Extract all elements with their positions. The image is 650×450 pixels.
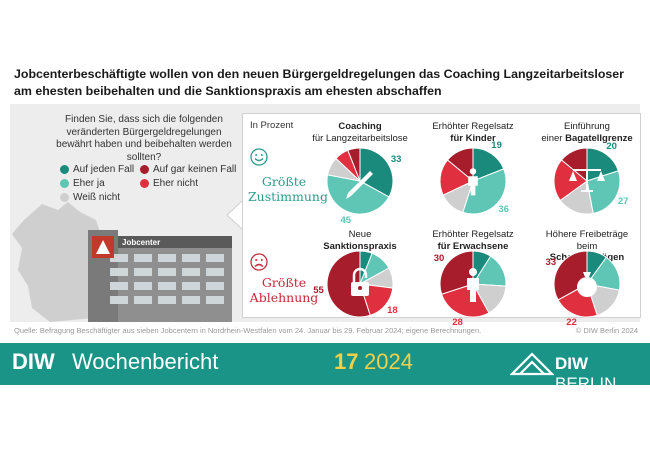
pie-title-fuer-kinder: Erhöhter Regelsatz für Kinder — [425, 121, 521, 144]
legend-label: Eher nicht — [153, 178, 199, 189]
legend-swatch — [140, 179, 149, 188]
legend-label: Auf gar keinen Fall — [153, 164, 237, 175]
legend-label: Eher ja — [73, 178, 105, 189]
diw-logo-text: DIW BERLIN — [555, 354, 650, 394]
pie-slice-auf-jeden-fall — [472, 147, 505, 182]
unit-label: In Prozent — [250, 120, 294, 131]
germany-map-icon — [12, 202, 106, 322]
legend-item-eher-nicht: Eher nicht — [140, 178, 198, 189]
pie-slice-eher-nicht — [440, 283, 490, 318]
pie-value-label: 20 — [606, 141, 617, 153]
pie-slice-auf-gar-keinen-fall — [446, 147, 474, 183]
group-label-zustimmung: Größte Zustimmung — [248, 174, 328, 204]
frowning-face-icon — [250, 253, 268, 271]
pie-chart-fuer-erwachsene — [439, 250, 507, 318]
banner-issue: 17 — [334, 349, 359, 374]
jobcenter-building-icon — [88, 230, 232, 322]
pie-title-einer-bagatellgrenze: Einführung einer Bagatellgrenze — [539, 121, 635, 144]
pie-title-fuer-erwachsene: Erhöhter Regelsatz für Erwachsene — [425, 229, 521, 252]
pie-value-label: 18 — [387, 304, 398, 316]
pie-value-label: 30 — [433, 253, 445, 265]
pie-title-line1: Einführung — [564, 121, 610, 132]
logo-brand: DIW — [555, 354, 589, 373]
pie-title-line1: Erhöhter Regelsatz — [432, 121, 514, 132]
pie-value-label: 45 — [340, 214, 352, 226]
pie-value-label: 33 — [390, 153, 402, 165]
legend-label: Auf jeden Fall — [73, 164, 135, 175]
child-icon — [468, 168, 478, 196]
pie-value-label: 55 — [313, 284, 324, 296]
group-label-line1: Größte — [261, 275, 307, 290]
pie-title-line1: Neue — [348, 229, 372, 240]
legend-swatch — [60, 193, 69, 202]
group-label-line1: Größte — [261, 174, 307, 189]
pie-title-fuer-langzeitarbeitslose: Coaching für Langzeitarbeitslose — [312, 121, 408, 144]
banner-publication: Wochenbericht — [72, 349, 219, 374]
banner-brand: DIW — [12, 349, 55, 374]
group-label-line2: Ablehnung — [249, 290, 319, 305]
pie-title-line2: für Kinder — [450, 132, 496, 144]
source-note: Quelle: Befragung Beschäftigter aus sieb… — [14, 326, 482, 335]
diw-logo-icon — [510, 352, 554, 376]
money-bag-icon — [577, 272, 597, 297]
pie-slice-eher-ja — [326, 174, 390, 215]
pie-value-label: 33 — [545, 256, 557, 268]
pie-title-line2: für Langzeitarbeitslose — [312, 132, 408, 144]
pie-slice-auf-gar-keinen-fall — [560, 147, 588, 183]
pie-title-line2: Sanktionspraxis — [323, 240, 397, 252]
pie-chart-fuer-kinder — [439, 147, 507, 215]
pie-slice-auf-jeden-fall — [359, 147, 394, 198]
legend-item-auf-jeden-fall: Auf jeden Fall — [60, 164, 134, 175]
scale-icon — [569, 169, 605, 192]
banner-year: 2024 — [364, 349, 413, 374]
pie-value-label: 27 — [617, 196, 629, 208]
logo-city: BERLIN — [555, 374, 617, 393]
legend-label: Weiß nicht — [73, 192, 121, 203]
pie-chart-fuer-langzeitarbeitslose — [326, 147, 394, 215]
germany-map-illustration: Jobcenter — [12, 202, 232, 322]
pie-value-label: 19 — [491, 140, 502, 152]
pie-value-label: 22 — [566, 317, 577, 329]
pie-value-label: 36 — [498, 203, 509, 215]
pie-slice-auf-gar-keinen-fall — [326, 250, 371, 318]
pie-title-line1: Erhöhter Regelsatz — [432, 229, 514, 240]
pie-slice-auf-gar-keinen-fall — [439, 250, 474, 295]
legend-item-auf-gar-keinen-fall: Auf gar keinen Fall — [140, 164, 236, 175]
pie-title-line2: einer Bagatellgrenze — [541, 132, 633, 144]
copyright-note: © DIW Berlin 2024 — [575, 326, 638, 335]
adult-icon — [467, 268, 479, 302]
legend-swatch — [60, 179, 69, 188]
smiley-face-icon — [250, 148, 268, 166]
padlock-icon — [351, 267, 369, 296]
legend-item-weiss-nicht: Weiß nicht — [60, 192, 120, 203]
pie-title-line2: für Erwachsene — [437, 240, 509, 252]
pie-chart-einer-bagatellgrenze — [553, 147, 621, 215]
pie-chart-sanktionspraxis — [326, 250, 394, 318]
pie-title-line1: Coaching — [338, 121, 382, 132]
pie-chart-beim-schonvermoegen — [553, 250, 621, 318]
pie-title-sanktionspraxis: Neue Sanktionspraxis — [312, 229, 408, 252]
pie-slice-eher-ja — [586, 170, 621, 215]
group-label-line2: Zustimmung — [248, 189, 328, 204]
pie-slice-auf-gar-keinen-fall — [347, 147, 361, 182]
legend-swatch — [140, 165, 149, 174]
pie-value-label: 28 — [452, 317, 463, 329]
figure-title: Jobcenterbeschäftigte wollen von den neu… — [14, 67, 625, 98]
legend-item-eher-ja: Eher ja — [60, 178, 105, 189]
pie-slice-eher-ja — [462, 168, 507, 215]
legend-swatch — [60, 165, 69, 174]
building-sign-text: Jobcenter — [122, 238, 160, 247]
pie-title-line1: Höhere Freibeträge — [545, 229, 629, 240]
pie-slice-auf-jeden-fall — [586, 147, 620, 182]
pen-icon — [346, 171, 373, 199]
survey-question: Finden Sie, dass sich die folgenden verä… — [56, 114, 232, 163]
group-label-ablehnung: Größte Ablehnung — [248, 275, 320, 305]
